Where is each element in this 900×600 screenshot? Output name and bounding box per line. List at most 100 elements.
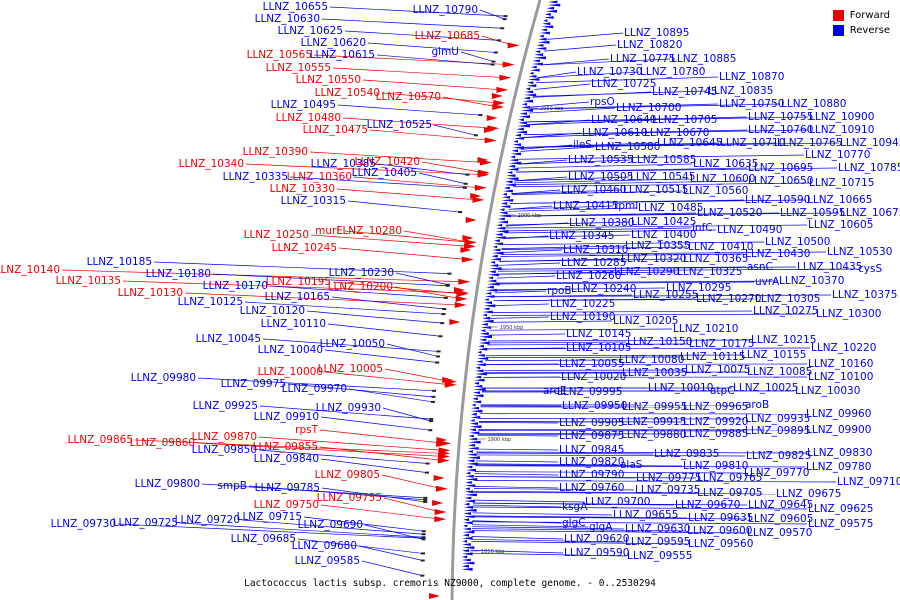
gene-label[interactable]: LLNZ_09910	[254, 411, 319, 423]
gene-label[interactable]: LLNZ_10240	[571, 283, 636, 295]
gene-label[interactable]: LLNZ_09680	[292, 540, 357, 552]
gene-label[interactable]: LLNZ_10650	[748, 175, 813, 187]
gene-label[interactable]: LLNZ_09690	[298, 519, 363, 531]
gene-label[interactable]: LLNZ_10765	[777, 137, 842, 149]
gene-label[interactable]: LLNZ_09585	[295, 555, 360, 567]
gene-label[interactable]: LLNZ_09805	[315, 469, 380, 481]
gene-label[interactable]: LLNZ_10755	[748, 111, 813, 123]
gene-label[interactable]: LLNZ_10880	[781, 98, 846, 110]
gene-label[interactable]: LLNZ_09635	[688, 512, 753, 524]
gene-label[interactable]: LLNZ_10220	[811, 342, 876, 354]
gene-label[interactable]: LLNZ_10330	[270, 183, 335, 195]
gene-label[interactable]: LLNZ_10310	[563, 244, 628, 256]
gene-label[interactable]: LLNZ_09655	[613, 509, 678, 521]
gene-label[interactable]: LLNZ_09880	[621, 429, 686, 441]
gene-label[interactable]: LLNZ_10645	[657, 137, 722, 149]
gene-label[interactable]: LLNZ_10555	[266, 62, 331, 74]
gene-label[interactable]: LLNZ_10505	[568, 171, 633, 183]
gene-label[interactable]: LLNZ_10380	[569, 217, 634, 229]
gene-label[interactable]: LLNZ_09850	[192, 444, 257, 456]
gene-label[interactable]: LLNZ_10725	[591, 78, 656, 90]
gene-label[interactable]: LLNZ_10895	[624, 27, 689, 39]
gene-label[interactable]: LLNZ_10705	[652, 114, 717, 126]
gene-label[interactable]: LLNZ_09810	[683, 460, 748, 472]
gene-label[interactable]: LLNZ_10715	[809, 177, 874, 189]
gene-label[interactable]: LLNZ_10655	[263, 1, 328, 13]
gene-label[interactable]: LLNZ_09725	[113, 517, 178, 529]
gene-label[interactable]: LLNZ_10420	[355, 156, 420, 168]
gene-label[interactable]: LLNZ_10340	[179, 158, 244, 170]
gene-label[interactable]: LLNZ_10370	[779, 275, 844, 287]
gene-label[interactable]: LLNZ_09590	[564, 547, 629, 559]
gene-label[interactable]: rpsT	[295, 424, 318, 436]
gene-label[interactable]: LLNZ_09790	[559, 469, 624, 481]
gene-label[interactable]: LLNZ_10295	[666, 282, 731, 294]
gene-label[interactable]: LLNZ_10590	[745, 194, 810, 206]
gene-label[interactable]: LLNZ_09830	[807, 447, 872, 459]
gene-label[interactable]: LLNZ_10545	[630, 171, 695, 183]
gene-label[interactable]: LLNZ_09775	[636, 472, 701, 484]
gene-label[interactable]: aroB	[745, 399, 769, 411]
gene-label[interactable]: LLNZ_10010	[648, 382, 713, 394]
gene-label[interactable]: LLNZ_10130	[118, 287, 183, 299]
gene-label[interactable]: LLNZ_10050	[320, 338, 385, 350]
gene-label[interactable]: LLNZ_10695	[748, 162, 813, 174]
gene-label[interactable]: LLNZ_10945	[840, 137, 900, 149]
gene-label[interactable]: LLNZ_09930	[316, 402, 381, 414]
gene-label[interactable]: LLNZ_10190	[550, 311, 615, 323]
gene-label[interactable]: LLNZ_10320	[621, 253, 686, 265]
gene-label[interactable]: LLNZ_10665	[807, 194, 872, 206]
gene-label[interactable]: LLNZ_10120	[240, 305, 305, 317]
gene-label[interactable]: LLNZ_09670	[675, 499, 740, 511]
gene-label[interactable]: LLNZ_09825	[746, 450, 811, 462]
gene-label[interactable]: LLNZ_10145	[566, 328, 631, 340]
gene-label[interactable]: LLNZ_10615	[310, 49, 375, 61]
gene-label[interactable]: LLNZ_09720	[175, 514, 240, 526]
gene-label[interactable]: LLNZ_09785	[255, 482, 320, 494]
gene-label[interactable]: LLNZ_09835	[654, 448, 719, 460]
gene-label[interactable]: LLNZ_09975	[221, 378, 286, 390]
gene-label[interactable]: LLNZ_09855	[253, 441, 318, 453]
gene-label[interactable]: smpB	[217, 480, 247, 492]
gene-label[interactable]: LLNZ_09925	[193, 400, 258, 412]
gene-label[interactable]: LLNZ_10405	[352, 167, 417, 179]
gene-label[interactable]: LLNZ_10635	[693, 158, 758, 170]
gene-label[interactable]: LLNZ_10155	[741, 349, 806, 361]
gene-label[interactable]: LLNZ_09760	[559, 482, 624, 494]
gene-label[interactable]: LLNZ_10625	[278, 25, 343, 37]
gene-label[interactable]: LLNZ_10640	[591, 114, 656, 126]
gene-label[interactable]: LLNZ_10170	[203, 280, 268, 292]
gene-label[interactable]: LLNZ_10515	[623, 184, 688, 196]
gene-label[interactable]: LLNZ_09755	[317, 492, 382, 504]
gene-label[interactable]: LLNZ_10780	[640, 66, 705, 78]
gene-label[interactable]: LLNZ_09960	[806, 408, 871, 420]
gene-label[interactable]: LLNZ_10770	[805, 149, 870, 161]
gene-label[interactable]: LLNZ_10200	[328, 281, 393, 293]
gene-label[interactable]: cysS	[858, 263, 882, 275]
gene-label[interactable]: LLNZ_10325	[677, 266, 742, 278]
gene-label[interactable]: LLNZ_09735	[635, 484, 700, 496]
gene-label[interactable]: LLNZ_10020	[561, 371, 626, 383]
gene-label[interactable]: asnC	[747, 261, 773, 273]
gene-label[interactable]: LLNZ_10670	[644, 127, 709, 139]
gene-label[interactable]: LLNZ_10360	[287, 171, 352, 183]
gene-label[interactable]: LLNZ_09600	[687, 525, 752, 537]
gene-label[interactable]: LLNZ_10435	[797, 261, 862, 273]
gene-label[interactable]: LLNZ_09595	[625, 536, 690, 548]
gene-label[interactable]: LLNZ_09860	[130, 437, 195, 449]
gene-label[interactable]: LLNZ_10910	[809, 124, 874, 136]
gene-label[interactable]: LLNZ_10165	[265, 291, 330, 303]
gene-label[interactable]: LLNZ_10140	[0, 264, 60, 276]
gene-label[interactable]: LLNZ_10075	[685, 364, 750, 376]
gene-label[interactable]: LLNZ_10255	[633, 289, 698, 301]
gene-label[interactable]: alaS	[620, 459, 643, 471]
gene-label[interactable]: LLNZ_09800	[135, 478, 200, 490]
gene-label[interactable]: LLNZ_09920	[683, 416, 748, 428]
gene-label[interactable]: LLNZ_10685	[415, 30, 480, 42]
gene-label[interactable]: LLNZ_10550	[296, 74, 361, 86]
gene-label[interactable]: LLNZ_10595	[780, 207, 845, 219]
gene-label[interactable]: LLNZ_10565	[247, 49, 312, 61]
gene-label[interactable]: glmU	[432, 46, 460, 58]
gene-label[interactable]: ksgA	[562, 501, 588, 513]
gene-label[interactable]: LLNZ_10775	[610, 53, 675, 65]
